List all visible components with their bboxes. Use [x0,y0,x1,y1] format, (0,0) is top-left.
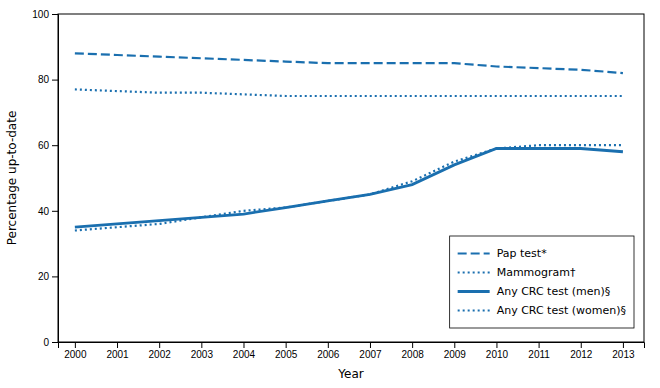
tick: 2011 [528,342,550,360]
y-axis: 0 20 40 60 80 100 [32,9,58,348]
tick-mark [52,211,58,212]
tick: 2005 [275,342,298,360]
tick-label: 2013 [612,349,635,360]
tick-label: 100 [32,9,49,20]
legend-swatch [458,309,490,311]
series-line [75,145,623,230]
plot-frame [58,14,644,342]
tick-label: 2004 [233,349,256,360]
tick: 100 [32,9,58,20]
legend-swatch [458,252,490,254]
axis-domain [59,343,645,349]
legend-label: Any CRC test (men)§ [497,285,611,298]
legend-label: Any CRC test (women)§ [497,304,626,317]
series-line [75,53,623,73]
tick-label: 2012 [570,349,593,360]
x-axis-title: Year [337,367,363,381]
tick-mark [201,342,202,348]
tick: 2006 [317,342,340,360]
tick: 2009 [444,342,467,360]
tick-label: 2008 [402,349,425,360]
tick-mark [159,342,160,348]
tick-label: 2011 [528,349,550,360]
tick-label: 60 [38,140,50,151]
tick-mark [52,145,58,146]
tick-label: 0 [43,337,49,348]
tick-mark [52,80,58,81]
y-axis-title: Percentage up-to-date [5,111,19,246]
tick-label: 2010 [486,349,509,360]
legend-label: Pap test* [497,247,547,260]
tick-mark [328,342,329,348]
tick-mark [286,342,287,348]
lines [75,53,623,230]
tick-mark [496,342,497,348]
tick: 2002 [149,342,172,360]
legend-swatch [458,290,490,293]
series-line [75,89,623,96]
tick-label: 2002 [149,349,172,360]
tick: 0 [43,337,58,348]
x-axis: 2000 2001 2002 2003 2004 2005 2006 2007 2008 2009… [59,342,645,360]
tick: 2013 [612,342,635,360]
tick-label: 2003 [191,349,214,360]
tick: 20 [38,271,58,282]
chart: 2000 2001 2002 2003 2004 2005 2006 2007 2008 2009… [0,0,660,388]
tick-label: 20 [38,271,50,282]
tick-mark [370,342,371,348]
tick: 2004 [233,342,256,360]
legend-box [450,236,634,328]
tick-label: 2007 [359,349,382,360]
tick-label: 2005 [275,349,298,360]
tick: 2007 [359,342,382,360]
tick: 2010 [486,342,509,360]
tick-label: 80 [38,74,50,85]
tick-mark [52,14,58,15]
tick: 2008 [402,342,425,360]
tick: 2003 [191,342,214,360]
tick: 2001 [106,342,129,360]
tick: 40 [38,206,58,217]
legend: Pap test* Mammogram† Any CRC test (men)§ An… [450,236,634,328]
tick-label: 2009 [444,349,467,360]
legend-label: Mammogram† [497,266,576,279]
tick-mark [454,342,455,348]
tick: 2012 [570,342,593,360]
tick-mark [75,342,76,348]
tick-label: 2001 [106,349,129,360]
tick-mark [52,276,58,277]
tick: 2000 [64,342,87,360]
tick-label: 2006 [317,349,340,360]
legend-swatch [458,271,490,273]
tick-mark [581,342,582,348]
series-line [75,148,623,227]
tick-mark [52,342,58,343]
axis-domain [52,15,59,343]
tick: 80 [38,74,58,85]
tick-mark [623,342,624,348]
tick-mark [243,342,244,348]
tick-mark [117,342,118,348]
tick-mark [539,342,540,348]
tick-label: 40 [38,206,50,217]
tick-label: 2000 [64,349,87,360]
tick: 60 [38,140,58,151]
tick-mark [412,342,413,348]
plot: 2000 2001 2002 2003 2004 2005 2006 2007 2008 2009… [32,9,644,360]
